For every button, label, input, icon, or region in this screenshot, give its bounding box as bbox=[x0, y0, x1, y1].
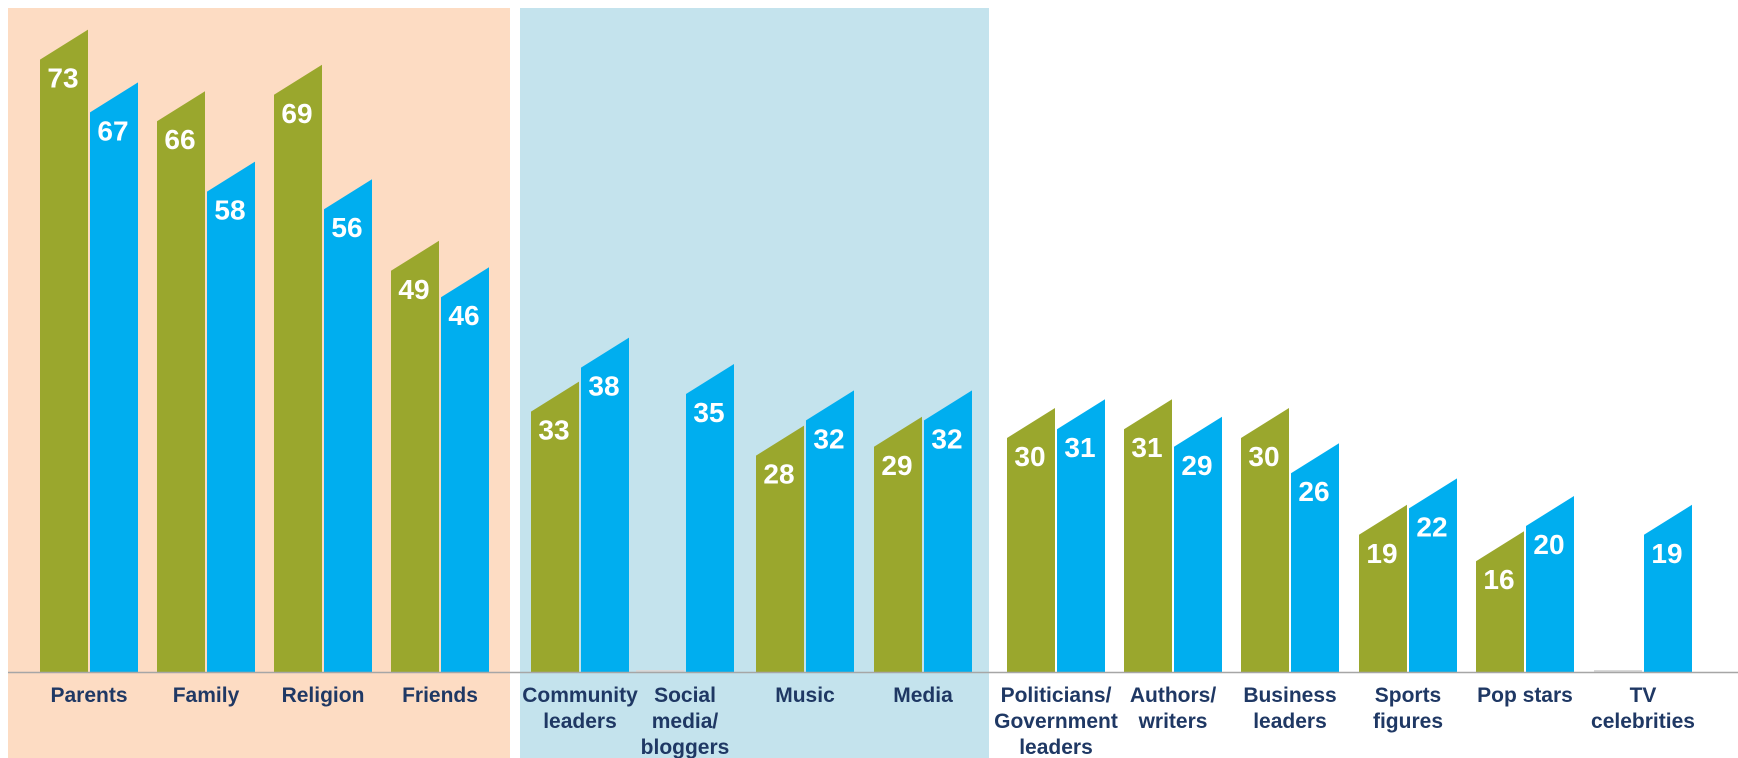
bar-series-1 bbox=[324, 179, 372, 672]
bar-series-1 bbox=[1057, 399, 1105, 672]
bar-series-0 bbox=[1124, 399, 1172, 672]
bar-value-label: 30 bbox=[1014, 441, 1045, 472]
category-label: Media bbox=[893, 684, 953, 707]
bar-value-label: 49 bbox=[398, 274, 429, 305]
bar-series-1 bbox=[90, 82, 138, 672]
bar-series-1 bbox=[806, 390, 854, 672]
bar-series-0 bbox=[1476, 531, 1524, 672]
bar-series-0 bbox=[531, 381, 579, 672]
bar-value-label: 32 bbox=[813, 423, 844, 454]
bar-series-1 bbox=[1644, 504, 1692, 672]
category-label: Authors/writers bbox=[1130, 684, 1216, 733]
category-label: Parents bbox=[50, 684, 127, 707]
bar-series-1 bbox=[686, 364, 734, 672]
bar-value-label: 26 bbox=[1298, 476, 1329, 507]
bar-series-0 bbox=[1359, 504, 1407, 672]
bar-series-1 bbox=[207, 161, 255, 672]
bar-value-label: 16 bbox=[1483, 564, 1514, 595]
bar-value-label: 20 bbox=[1533, 529, 1564, 560]
bar-series-0 bbox=[157, 91, 205, 672]
bar-value-label: 38 bbox=[588, 371, 619, 402]
bar-value-label: 32 bbox=[931, 423, 962, 454]
bar-value-label: 19 bbox=[1651, 538, 1682, 569]
category-label: Community leaders bbox=[522, 684, 638, 733]
bar-value-label: 33 bbox=[538, 415, 569, 446]
bar-series-1 bbox=[581, 337, 629, 672]
bar-value-label: 69 bbox=[281, 98, 312, 129]
bar-value-label: 29 bbox=[1181, 450, 1212, 481]
category-label: Politicians/Government leaders bbox=[994, 684, 1118, 758]
bar-value-label: 28 bbox=[763, 459, 794, 490]
bar-series-0 bbox=[391, 240, 439, 673]
bar-value-label: 22 bbox=[1416, 511, 1447, 542]
category-label: TV celebrities bbox=[1591, 684, 1695, 733]
bar-series-0 bbox=[1007, 408, 1055, 672]
bar-value-label: 46 bbox=[448, 300, 479, 331]
bar-series-0 bbox=[1241, 408, 1289, 672]
bar-series-1 bbox=[1526, 496, 1574, 672]
bar-value-label: 67 bbox=[97, 115, 128, 146]
bar-value-label: 19 bbox=[1366, 538, 1397, 569]
category-label: Religion bbox=[282, 684, 365, 707]
bar-value-label: 58 bbox=[214, 195, 245, 226]
category-label: Social media/bloggers bbox=[641, 684, 730, 758]
bar-value-label: 29 bbox=[881, 450, 912, 481]
category-label: Friends bbox=[402, 684, 478, 707]
bar-series-1 bbox=[1409, 478, 1457, 672]
category-label: Music bbox=[775, 684, 835, 707]
bar-value-label: 30 bbox=[1248, 441, 1279, 472]
bar-value-label: 66 bbox=[164, 124, 195, 155]
bars: 73 67 66 58 69 56 49 46 33 38 35 28 32 29 32 30 31 31 29 30… bbox=[40, 29, 1692, 673]
bar-value-label: 35 bbox=[693, 397, 724, 428]
bar-series-1 bbox=[924, 390, 972, 672]
bar-series-0 bbox=[874, 416, 922, 672]
bar-value-label: 56 bbox=[331, 212, 362, 243]
bar-series-1 bbox=[1174, 416, 1222, 672]
bar-series-0 bbox=[756, 425, 804, 672]
bar-value-label: 73 bbox=[47, 63, 78, 94]
bar-series-0 bbox=[40, 29, 88, 673]
bar-series-1 bbox=[441, 267, 489, 672]
bar-series-0 bbox=[274, 64, 322, 673]
category-label: Business leaders bbox=[1243, 684, 1336, 733]
category-label: Pop stars bbox=[1477, 684, 1573, 707]
bar-value-label: 31 bbox=[1131, 432, 1162, 463]
category-label: Family bbox=[173, 684, 240, 707]
bar-series-1 bbox=[1291, 443, 1339, 672]
category-label: Sports figures bbox=[1373, 684, 1443, 733]
category-labels: Parents Family Religion Friends Community lea… bbox=[50, 684, 1694, 758]
bar-value-label: 31 bbox=[1064, 432, 1095, 463]
